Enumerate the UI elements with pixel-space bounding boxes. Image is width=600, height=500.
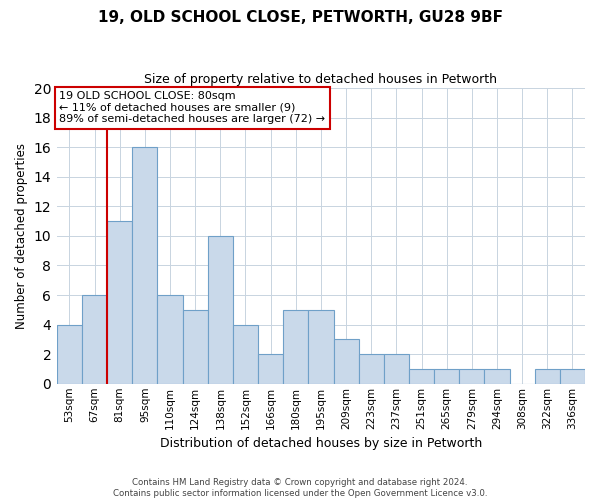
Bar xyxy=(560,369,585,384)
Bar xyxy=(384,354,409,384)
Bar xyxy=(107,221,133,384)
Bar xyxy=(434,369,459,384)
Bar xyxy=(233,324,258,384)
Bar xyxy=(258,354,283,384)
Text: 19 OLD SCHOOL CLOSE: 80sqm
← 11% of detached houses are smaller (9)
89% of semi-: 19 OLD SCHOOL CLOSE: 80sqm ← 11% of deta… xyxy=(59,91,326,124)
Bar xyxy=(57,324,82,384)
Bar xyxy=(334,340,359,384)
Bar xyxy=(208,236,233,384)
Bar xyxy=(409,369,434,384)
Bar xyxy=(133,147,157,384)
Text: 19, OLD SCHOOL CLOSE, PETWORTH, GU28 9BF: 19, OLD SCHOOL CLOSE, PETWORTH, GU28 9BF xyxy=(97,10,503,25)
Bar xyxy=(459,369,484,384)
Bar xyxy=(157,295,182,384)
Y-axis label: Number of detached properties: Number of detached properties xyxy=(15,143,28,329)
X-axis label: Distribution of detached houses by size in Petworth: Distribution of detached houses by size … xyxy=(160,437,482,450)
Bar xyxy=(535,369,560,384)
Bar xyxy=(82,295,107,384)
Title: Size of property relative to detached houses in Petworth: Size of property relative to detached ho… xyxy=(145,72,497,86)
Bar xyxy=(484,369,509,384)
Bar xyxy=(308,310,334,384)
Bar xyxy=(359,354,384,384)
Bar xyxy=(283,310,308,384)
Text: Contains HM Land Registry data © Crown copyright and database right 2024.
Contai: Contains HM Land Registry data © Crown c… xyxy=(113,478,487,498)
Bar xyxy=(182,310,208,384)
